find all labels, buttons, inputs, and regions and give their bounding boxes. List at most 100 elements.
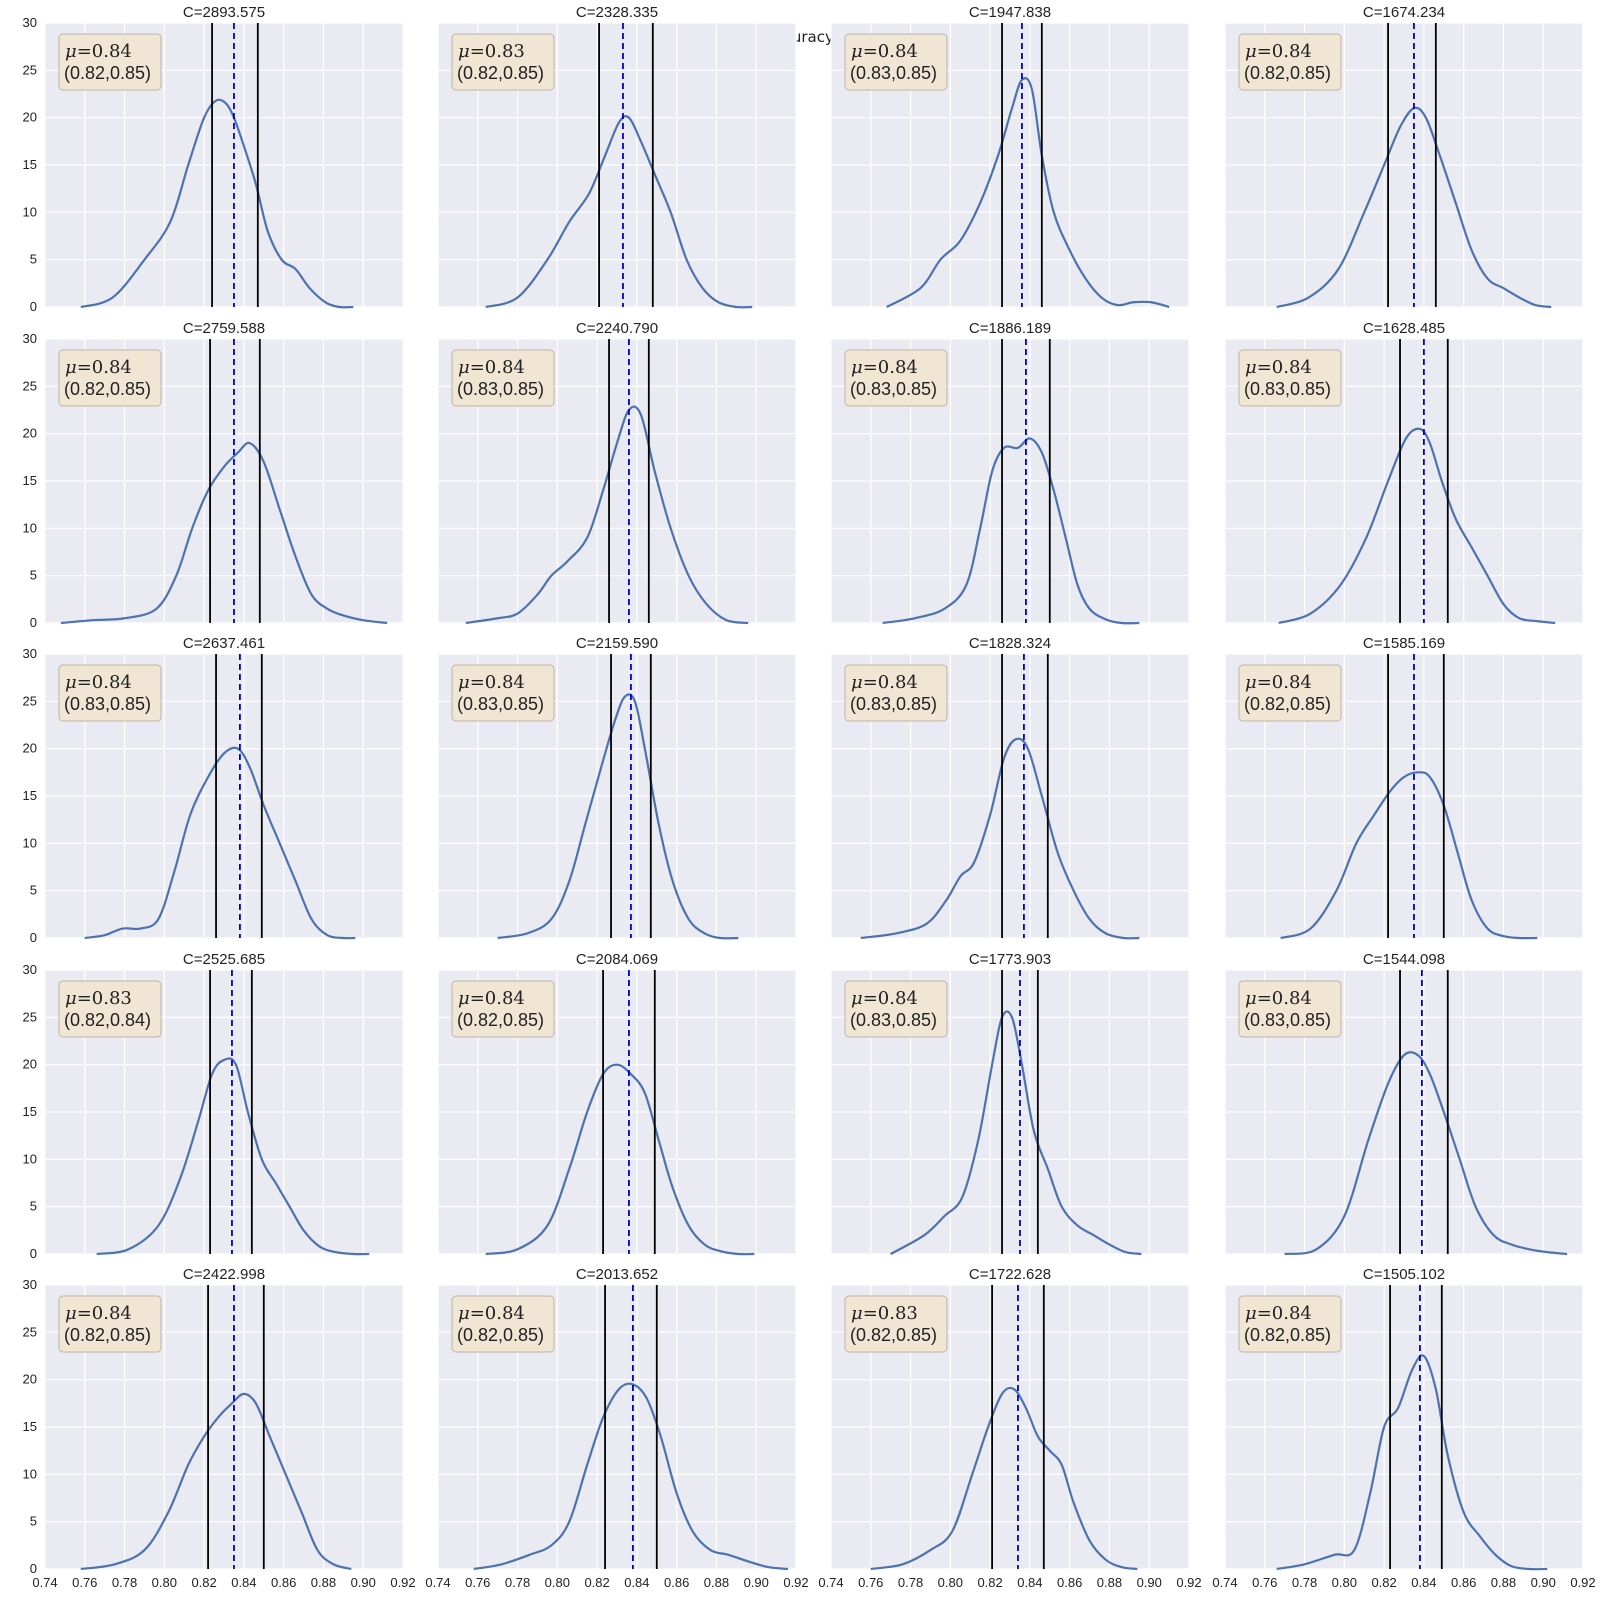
y-tick-label: 5	[30, 252, 37, 267]
x-tick-label: 0.88	[704, 1575, 729, 1590]
x-tick-label: 0.86	[664, 1575, 689, 1590]
ci-text: (0.82,0.85)	[64, 1325, 151, 1345]
y-tick-label: 25	[23, 1009, 37, 1024]
mean-text: μ=0.84	[65, 672, 132, 693]
x-tick-label: 0.78	[1292, 1575, 1317, 1590]
kde-line	[860, 737, 1140, 940]
kde-line	[890, 1010, 1142, 1256]
y-tick-label: 15	[23, 473, 37, 488]
mean-text: μ=0.84	[458, 988, 525, 1009]
ci-text: (0.83,0.85)	[457, 379, 544, 399]
kde-line	[1276, 106, 1552, 309]
y-tick-label: 25	[23, 693, 37, 708]
x-tick-label: 0.82	[191, 1575, 216, 1590]
subplot-title: C=1722.628	[969, 1266, 1051, 1283]
mean-text: μ=0.84	[1245, 41, 1312, 62]
mean-text: μ=0.84	[458, 357, 525, 378]
stats-box	[451, 664, 555, 722]
x-tick-label: 0.92	[1176, 1575, 1201, 1590]
subplot-panel: μ=0.84(0.83,0.85) C=1947.838	[830, 4, 1190, 309]
x-tick-label: 0.80	[938, 1575, 963, 1590]
stats-box	[451, 349, 555, 407]
x-tick-label: 0.76	[1252, 1575, 1277, 1590]
x-tick-label: 0.86	[271, 1575, 296, 1590]
kde-line	[882, 437, 1140, 625]
mean-text: μ=0.84	[1245, 1303, 1312, 1324]
stats-box	[1238, 1295, 1342, 1353]
subplot-panel: μ=0.84(0.83,0.85) C=1544.098	[1224, 951, 1584, 1256]
y-tick-label: 30	[23, 331, 37, 346]
x-tick-label: 0.92	[1570, 1575, 1595, 1590]
kde-line	[1278, 427, 1556, 625]
x-tick-label: 0.82	[584, 1575, 609, 1590]
subplot-title: C=2013.652	[576, 1266, 658, 1283]
subplot-panel: μ=0.84(0.83,0.85) C=1628.485	[1224, 320, 1584, 625]
stats-box	[58, 664, 162, 722]
mean-text: μ=0.84	[851, 988, 918, 1009]
mean-text: μ=0.84	[458, 672, 525, 693]
y-tick-label: 20	[23, 1057, 37, 1072]
mean-text: μ=0.83	[458, 41, 525, 62]
stats-box	[1238, 349, 1342, 407]
stats-box	[451, 33, 555, 91]
y-tick-label: 10	[23, 835, 37, 850]
x-tick-label: 0.74	[1212, 1575, 1237, 1590]
y-tick-label: 15	[23, 157, 37, 172]
mean-text: μ=0.84	[458, 1303, 525, 1324]
y-tick-label: 20	[23, 1372, 37, 1387]
y-tick-label: 5	[30, 883, 37, 898]
subplot-title: C=2159.590	[576, 635, 658, 652]
mean-text: μ=0.84	[65, 1303, 132, 1324]
x-tick-label: 0.76	[858, 1575, 883, 1590]
x-tick-label: 0.78	[898, 1575, 923, 1590]
x-tick-label: 0.74	[818, 1575, 843, 1590]
mean-text: μ=0.84	[1245, 988, 1312, 1009]
subplot-panel: 0.74 0.76 0.78 0.80 0.82 0.84 0.86 0.88 0.90 0.92…	[1212, 1266, 1595, 1590]
stats-box	[844, 1295, 948, 1353]
x-tick-label: 0.84	[1411, 1575, 1436, 1590]
x-tick-label: 0.74	[425, 1575, 450, 1590]
ci-text: (0.82,0.85)	[64, 379, 151, 399]
y-tick-label: 15	[23, 1104, 37, 1119]
x-tick-label: 0.82	[977, 1575, 1002, 1590]
x-tick-label: 0.92	[390, 1575, 415, 1590]
mean-text: μ=0.84	[65, 41, 132, 62]
x-tick-label: 0.80	[1332, 1575, 1357, 1590]
subplot-panel: μ=0.84(0.82,0.85) C=1585.169	[1224, 635, 1584, 940]
kde-line	[96, 1057, 370, 1256]
kde-line	[60, 441, 388, 625]
subplot-title: C=1585.169	[1363, 635, 1445, 652]
y-tick-label: 10	[23, 204, 37, 219]
kde-line	[1284, 1051, 1568, 1256]
subplot-title: C=1886.189	[969, 320, 1051, 337]
x-tick-label: 0.86	[1057, 1575, 1082, 1590]
x-tick-label: 0.92	[783, 1575, 808, 1590]
subplot-title: C=1544.098	[1363, 951, 1445, 968]
ci-text: (0.83,0.85)	[457, 694, 544, 714]
ci-text: (0.83,0.85)	[850, 63, 937, 83]
mean-text: μ=0.84	[1245, 672, 1312, 693]
stats-box	[844, 664, 948, 722]
y-tick-label: 5	[30, 1514, 37, 1529]
stats-box	[1238, 33, 1342, 91]
ci-text: (0.83,0.85)	[64, 694, 151, 714]
subplot-panel: μ=0.84(0.83,0.85) C=1828.324	[830, 635, 1190, 940]
y-tick-label: 25	[23, 1324, 37, 1339]
y-tick-label: 20	[23, 741, 37, 756]
ci-text: (0.83,0.85)	[850, 1010, 937, 1030]
stats-box	[844, 980, 948, 1038]
subplot-title: C=1628.485	[1363, 320, 1445, 337]
y-tick-label: 5	[30, 568, 37, 583]
kde-line	[1276, 1354, 1548, 1571]
y-tick-label: 10	[23, 520, 37, 535]
ci-text: (0.82,0.85)	[457, 1325, 544, 1345]
subplot-panel: 0.74 0.76 0.78 0.80 0.82 0.84 0.86 0.88 0.90 0.92…	[425, 1266, 808, 1590]
ci-text: (0.82,0.85)	[1244, 63, 1331, 83]
subplot-title: C=1828.324	[969, 635, 1051, 652]
x-tick-label: 0.90	[1137, 1575, 1162, 1590]
kde-line	[870, 1386, 1138, 1571]
x-tick-label: 0.88	[1097, 1575, 1122, 1590]
y-tick-label: 0	[30, 1246, 37, 1261]
mean-text: μ=0.84	[851, 41, 918, 62]
